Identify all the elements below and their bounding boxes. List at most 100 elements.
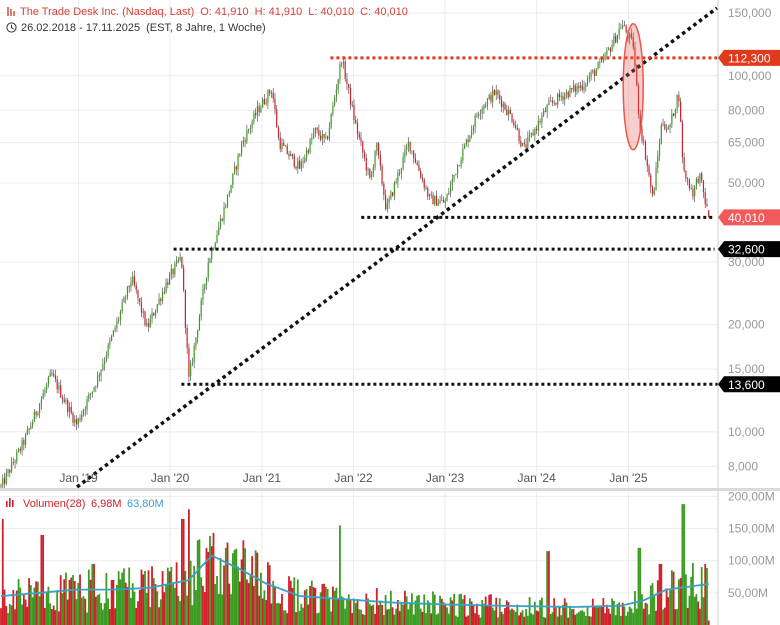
volume-bar [180, 518, 183, 625]
volume-bar [484, 596, 487, 625]
volume-bar [614, 615, 617, 625]
candle-body [641, 128, 643, 141]
volume-bar [598, 606, 601, 625]
volume-bar [430, 613, 433, 625]
candle-body [702, 180, 705, 193]
candle-body [574, 85, 576, 92]
candle-body [277, 127, 280, 138]
candle-body [75, 419, 78, 425]
candle-body [372, 167, 374, 175]
volume-bar [87, 569, 90, 625]
volume-bar [151, 566, 153, 625]
volume-bar [400, 601, 403, 625]
candle-body [553, 102, 555, 104]
volume-bar [627, 611, 629, 625]
volume-bar [699, 608, 701, 625]
volume-bar [270, 603, 273, 625]
candle-body [304, 158, 306, 163]
candle-body [46, 384, 48, 390]
candle-body [414, 158, 417, 163]
volume-bar [523, 616, 526, 625]
volume-bar [695, 594, 698, 625]
volume-bar [300, 604, 303, 625]
candle-body [7, 469, 9, 474]
candle-body [527, 137, 529, 148]
volume-bar [19, 587, 22, 625]
candle-body [174, 263, 176, 275]
volume-bar [632, 612, 635, 625]
candle-body [251, 122, 253, 128]
volume-bar [600, 607, 603, 625]
candle-body [634, 47, 636, 67]
candle-body [26, 429, 28, 435]
volume-bar [274, 586, 276, 625]
volume-bar [502, 614, 505, 625]
time-tick-label: Jan '24 [517, 471, 556, 485]
volume-tick-label: 50,00M [728, 586, 768, 600]
candle-body [40, 399, 42, 405]
candle-body [648, 166, 650, 176]
volume-bar [470, 601, 473, 625]
candle-body [376, 142, 378, 152]
candle-body [167, 282, 169, 285]
candle-body [676, 95, 678, 110]
candle-body [335, 89, 338, 98]
volume-bar [418, 594, 420, 625]
candle-body [653, 189, 655, 195]
candle-body [60, 385, 62, 398]
candle-body [557, 93, 559, 105]
volume-bar [191, 605, 194, 625]
candle-body [407, 141, 410, 147]
candle-body [402, 157, 404, 168]
candle-body [233, 166, 236, 174]
volume-bar [653, 595, 656, 625]
candle-body [699, 173, 701, 183]
volume-bar [379, 600, 382, 625]
candle-body [572, 85, 575, 90]
candle-body [235, 166, 237, 170]
candle-body [176, 260, 178, 264]
volume-bar [33, 587, 36, 625]
volume-bar [295, 612, 297, 625]
candle-body [536, 128, 538, 131]
candle-body [147, 323, 150, 327]
volume-bar [384, 594, 387, 625]
candle-body [499, 94, 501, 100]
volume-bar [593, 605, 596, 625]
candle-body [353, 105, 355, 121]
candle-body [160, 298, 162, 301]
volume-bar [107, 598, 110, 625]
candle-body [606, 49, 608, 55]
candle-body [126, 286, 129, 298]
volume-bar [119, 579, 122, 625]
candle-body [506, 109, 508, 115]
volume-bar [463, 595, 466, 625]
volume-bar [212, 532, 215, 625]
chart-header: The Trade Desk Inc. (Nasdaq, Last) O: 41,… [6, 6, 408, 18]
uptrend-line [75, 6, 719, 489]
candle-body [102, 364, 104, 370]
candle-body [82, 410, 85, 415]
candle-body [444, 201, 446, 203]
candle-body [467, 139, 469, 142]
volume-bar [519, 612, 522, 625]
candle-body [325, 136, 327, 138]
candle-body [434, 195, 436, 205]
candle-body [427, 187, 429, 197]
volume-bar [505, 600, 508, 625]
candle-body [255, 113, 257, 116]
candle-body [77, 418, 79, 425]
volume-bar [567, 617, 570, 625]
candle-body [248, 129, 250, 131]
candle-body [239, 153, 241, 156]
candle-body [135, 285, 137, 291]
volume-bar [131, 583, 134, 625]
candle-body [688, 179, 691, 189]
volume-bar [535, 610, 538, 625]
candle-body [611, 44, 613, 52]
candle-body [388, 198, 390, 203]
volume-bar [130, 597, 132, 625]
volume-bar [584, 616, 587, 625]
volume-bar [456, 616, 459, 625]
volume-bar [158, 607, 160, 625]
